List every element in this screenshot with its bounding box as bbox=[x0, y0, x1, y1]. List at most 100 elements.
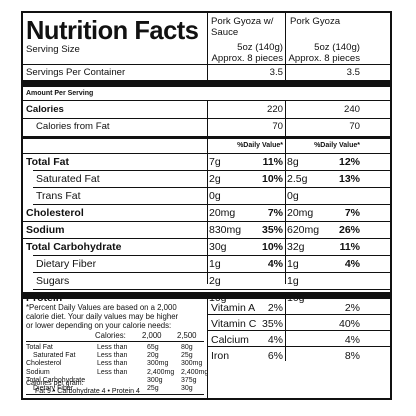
product-1-name: Pork Gyoza w/ Sauce bbox=[211, 16, 274, 38]
footnote-row-2000: 65g bbox=[147, 344, 159, 351]
divider bbox=[26, 341, 204, 342]
footnote-calories-label: Calories: bbox=[95, 331, 126, 340]
footnote-row-name: Total Fat bbox=[26, 344, 53, 351]
divider bbox=[23, 136, 390, 139]
product-2-saturated-fat-amount: 2.5g bbox=[287, 173, 308, 185]
product-2-calories: 240 bbox=[343, 104, 360, 115]
product-1-serving-size: 5oz (140g) Approx. 8 pieces bbox=[211, 42, 283, 64]
footnote-row-name: Total Carbohydrate bbox=[26, 376, 86, 384]
product-1-dietary-fiber-amount: 1g bbox=[209, 258, 221, 270]
product-1-sodium-dv: 35% bbox=[261, 224, 283, 236]
footnote-row-2000: 300mg bbox=[147, 360, 169, 368]
product-1-servings: 3.5 bbox=[269, 67, 283, 78]
divider bbox=[33, 170, 390, 171]
product-2-sugars-amount: 1g bbox=[287, 275, 299, 287]
product-2-total-carbohydrate-dv: 11% bbox=[339, 241, 360, 253]
product-2-dietary-fiber-dv: 4% bbox=[344, 258, 360, 270]
sodium-label: Sodium bbox=[26, 224, 65, 236]
footnote-row-name: Cholesterol bbox=[26, 360, 62, 368]
product-2-servings: 3.5 bbox=[346, 67, 360, 78]
product-1-vitamin-a-dv: 2% bbox=[267, 302, 283, 314]
product-1-calcium-dv: 4% bbox=[267, 334, 283, 346]
product-2-total-fat-amount: 8g bbox=[287, 156, 299, 168]
product-2-total-carbohydrate-amount: 32g bbox=[287, 241, 305, 253]
divider bbox=[23, 118, 390, 119]
divider bbox=[23, 100, 390, 101]
product-1-sodium-amount: 830mg bbox=[209, 224, 242, 236]
footnote-row-name: Saturated Fat bbox=[33, 352, 76, 360]
product-2-name: Pork Gyoza bbox=[290, 16, 341, 27]
total-carbohydrate-label: Total Carbohydrate bbox=[26, 241, 122, 253]
footnote-row-2000: 300g bbox=[147, 376, 163, 384]
footnote-row-name: Sodium bbox=[26, 368, 50, 376]
serving-size-label: Serving Size bbox=[26, 44, 80, 55]
saturated-fat-label: Saturated Fat bbox=[36, 173, 100, 185]
vitamin-column-divider bbox=[285, 299, 286, 361]
footnote-divider bbox=[207, 299, 208, 398]
footnote-row-2000: 20g bbox=[147, 352, 159, 360]
footnote-row-2500: 30g bbox=[181, 385, 193, 392]
footnote-row-2500: 80g bbox=[181, 344, 193, 351]
product-1-total-carbohydrate-amount: 30g bbox=[209, 241, 227, 253]
footnote-row-2500: 25g bbox=[181, 352, 193, 360]
product-2-cholesterol-dv: 7% bbox=[344, 207, 360, 219]
product-2-sodium-amount: 620mg bbox=[287, 224, 320, 236]
divider bbox=[23, 292, 390, 299]
sugars-label: Sugars bbox=[36, 275, 70, 287]
divider bbox=[33, 255, 390, 256]
divider bbox=[23, 238, 390, 239]
column-divider-2 bbox=[285, 13, 286, 80]
calories-per-gram-label: Calories per gram: bbox=[26, 380, 84, 387]
divider bbox=[23, 80, 390, 87]
product-1-cholesterol-dv: 7% bbox=[267, 207, 283, 219]
product-2-dv-header: %Daily Value* bbox=[314, 142, 360, 149]
trans-fat-label: Trans Fat bbox=[36, 190, 81, 202]
product-2-dietary-fiber-amount: 1g bbox=[287, 258, 299, 270]
servings-per-container-label: Servings Per Container bbox=[26, 67, 126, 78]
product-2-vitamin-a-dv: 2% bbox=[344, 302, 360, 314]
divider bbox=[33, 272, 390, 273]
footnote-row-qualifier: Less than bbox=[97, 352, 128, 360]
product-1-total-fat-amount: 7g bbox=[209, 156, 221, 168]
footnote-row-qualifier: Less than bbox=[97, 360, 128, 368]
footnote-line: or lower depending on your calorie needs… bbox=[26, 321, 172, 330]
divider bbox=[33, 204, 390, 205]
product-1-trans-fat-amount: 0g bbox=[209, 190, 221, 202]
divider bbox=[207, 346, 390, 347]
product-2-iron-dv: 8% bbox=[344, 350, 360, 362]
column-divider-1 bbox=[207, 13, 208, 80]
product-1-total-fat-dv: 11% bbox=[262, 156, 283, 168]
total-fat-label: Total Fat bbox=[26, 156, 69, 168]
divider bbox=[207, 314, 390, 315]
cholesterol-label: Cholesterol bbox=[26, 207, 84, 219]
product-2-serving-size: 5oz (140g) Approx. 8 pieces bbox=[288, 42, 360, 64]
divider bbox=[23, 153, 390, 154]
calories-label: Calories bbox=[26, 104, 64, 115]
footnote-row-qualifier: Less than bbox=[97, 344, 128, 351]
product-2-vitamin-c-dv: 40% bbox=[338, 318, 360, 330]
product-1-dv-header: %Daily Value* bbox=[237, 142, 283, 149]
product-1-iron-dv: 6% bbox=[267, 350, 283, 362]
nutrition-label: Nutrition Facts Pork Gyoza w/ Sauce Pork… bbox=[21, 11, 392, 400]
product-2-sodium-dv: 26% bbox=[338, 224, 360, 236]
footnote-row-name: Dietary Fiber bbox=[33, 385, 74, 392]
footnote-row-2000: 25g bbox=[147, 385, 159, 392]
product-2-calories-from-fat: 70 bbox=[349, 121, 360, 132]
footnote-line: *Percent Daily Values are based on a 2,0… bbox=[26, 303, 177, 312]
product-2-calcium-dv: 4% bbox=[344, 334, 360, 346]
label-title: Nutrition Facts bbox=[26, 15, 199, 45]
product-1-saturated-fat-amount: 2g bbox=[209, 173, 221, 185]
divider bbox=[33, 187, 390, 188]
product-1-cholesterol-amount: 20mg bbox=[209, 207, 236, 219]
column-divider-1-body bbox=[207, 100, 208, 284]
footnote-line: calorie diet. Your daily values may be h… bbox=[26, 312, 179, 321]
footnote-row-2000: 2,400mg bbox=[147, 368, 175, 376]
divider bbox=[33, 289, 390, 290]
divider bbox=[23, 221, 390, 222]
iron-label: Iron bbox=[211, 350, 230, 362]
product-1-calories: 220 bbox=[266, 104, 283, 115]
dietary-fiber-label: Dietary Fiber bbox=[36, 258, 97, 270]
vitamin-a-label: Vitamin A bbox=[211, 302, 256, 314]
amount-per-serving: Amount Per Serving bbox=[26, 90, 94, 97]
footnote-calories-2500: 2,500 bbox=[177, 331, 197, 340]
